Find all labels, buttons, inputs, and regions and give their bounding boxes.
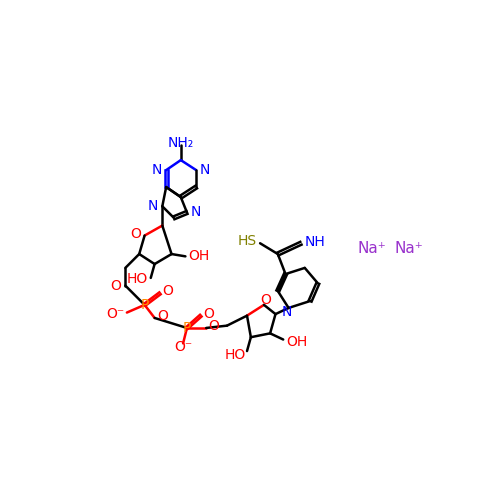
Text: O: O [130,227,141,241]
Text: P: P [183,321,191,335]
Text: Na⁺: Na⁺ [394,241,423,256]
Text: P: P [140,298,149,312]
Text: HO: HO [126,272,148,286]
Text: O⁻: O⁻ [106,307,124,321]
Text: O: O [260,293,271,307]
Text: O: O [162,284,173,298]
Text: N: N [282,305,292,319]
Text: O: O [110,280,122,293]
Text: N: N [152,163,162,177]
Text: O: O [157,310,168,324]
Text: O⁻: O⁻ [174,340,192,354]
Text: NH₂: NH₂ [168,136,194,150]
Text: N: N [148,200,158,213]
Text: HO: HO [224,348,246,362]
Text: OH: OH [188,250,210,264]
Text: O: O [208,320,220,334]
Text: N: N [200,163,210,177]
Text: OH: OH [286,335,308,349]
Text: N: N [191,206,201,220]
Text: NH: NH [305,234,326,248]
Text: O: O [203,307,214,321]
Text: HS: HS [238,234,257,248]
Text: Na⁺: Na⁺ [358,241,386,256]
